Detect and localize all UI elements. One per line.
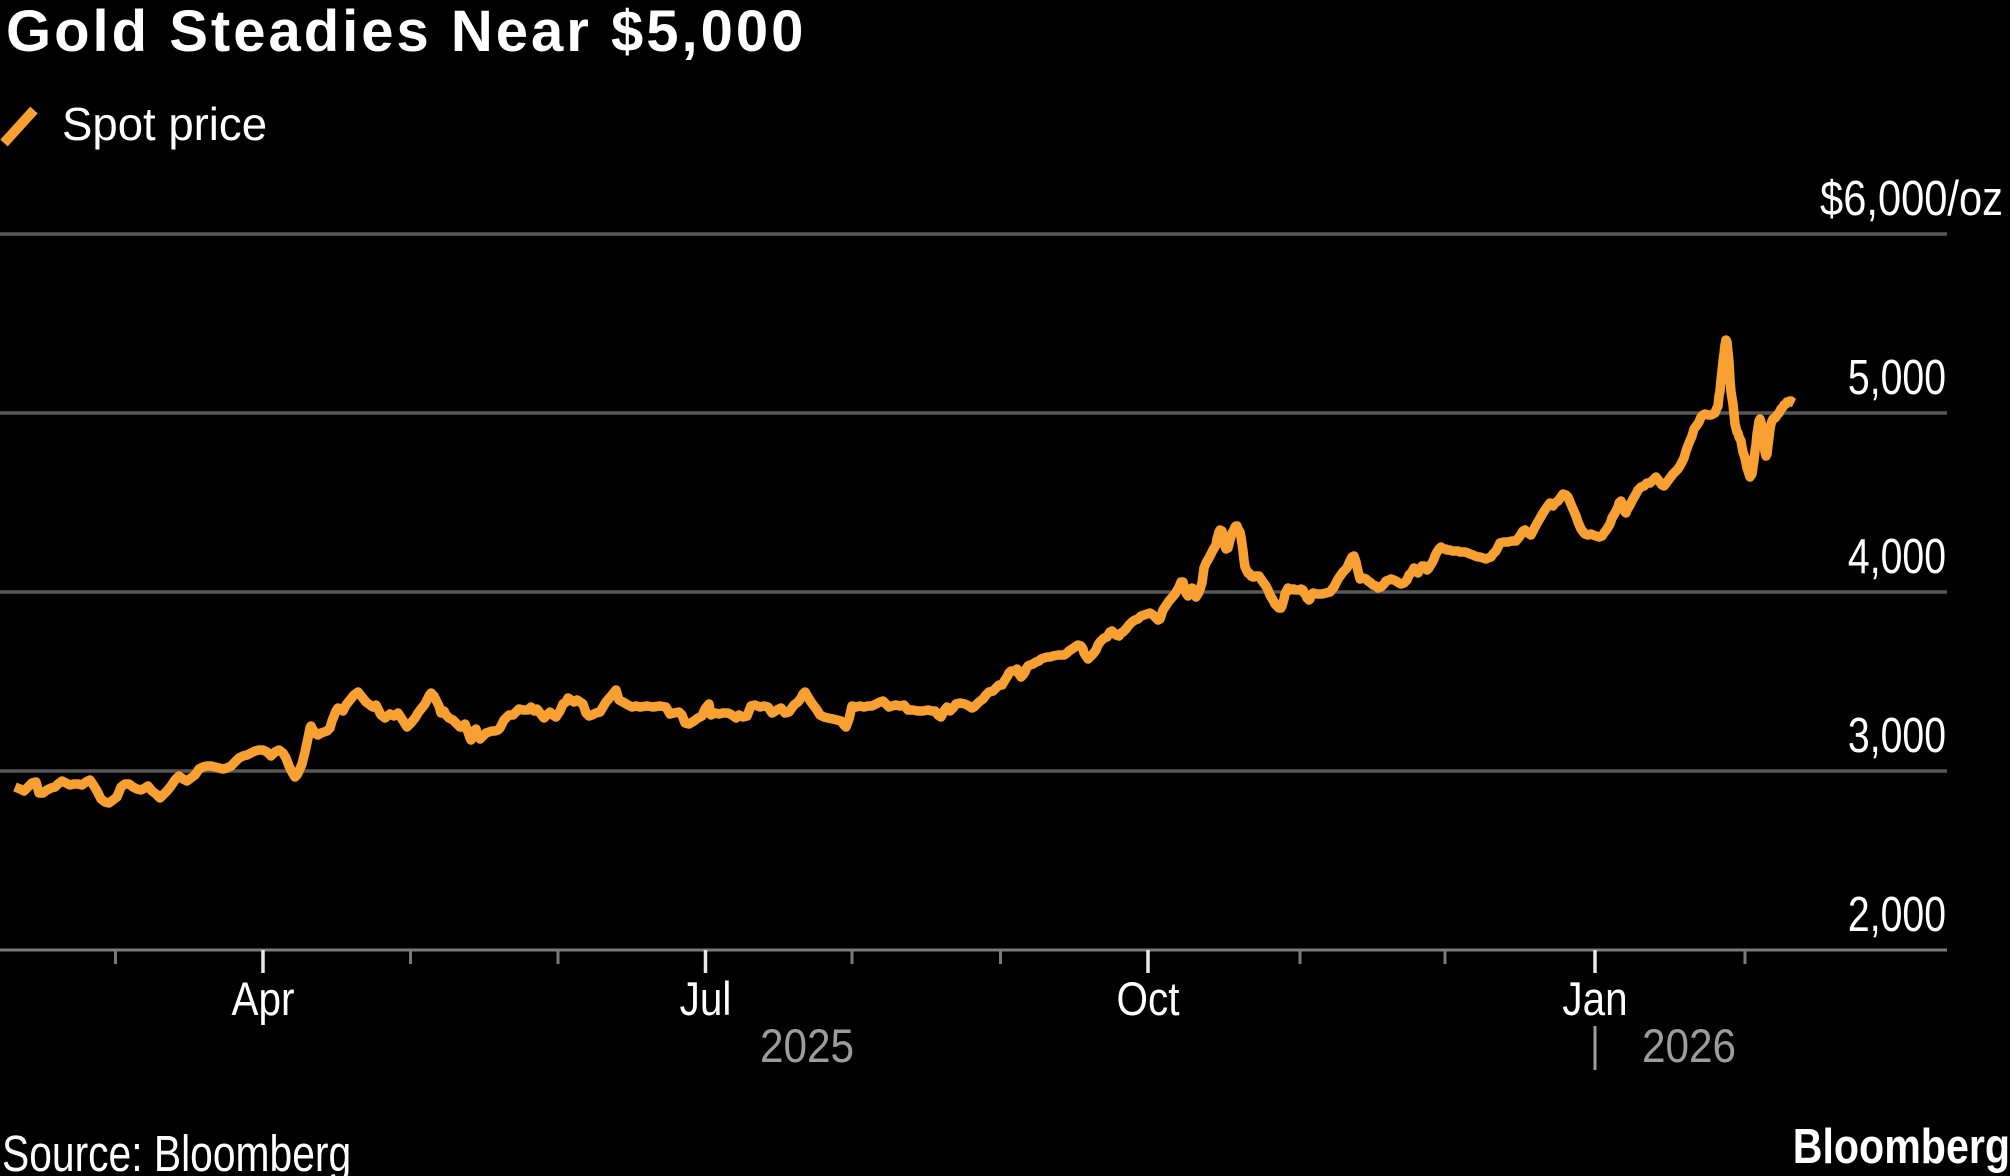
svg-text:Source: Bloomberg: Source: Bloomberg [2, 1125, 351, 1176]
svg-text:Gold Steadies Near $5,000: Gold Steadies Near $5,000 [6, 0, 806, 64]
svg-text:Spot price: Spot price [62, 99, 267, 150]
svg-text:5,000: 5,000 [1848, 351, 1946, 405]
svg-text:Jan: Jan [1562, 973, 1627, 1026]
svg-text:3,000: 3,000 [1848, 709, 1946, 763]
svg-text:2026: 2026 [1642, 1021, 1736, 1073]
svg-text:Apr: Apr [232, 973, 295, 1026]
svg-text:Oct: Oct [1117, 973, 1180, 1026]
svg-text:Jul: Jul [680, 973, 732, 1026]
svg-text:2,000: 2,000 [1848, 888, 1946, 942]
svg-text:Bloomberg: Bloomberg [1793, 1119, 2010, 1174]
svg-text:4,000: 4,000 [1848, 530, 1946, 584]
svg-text:2025: 2025 [760, 1021, 854, 1073]
svg-text:$6,000/oz: $6,000/oz [1820, 171, 2003, 226]
